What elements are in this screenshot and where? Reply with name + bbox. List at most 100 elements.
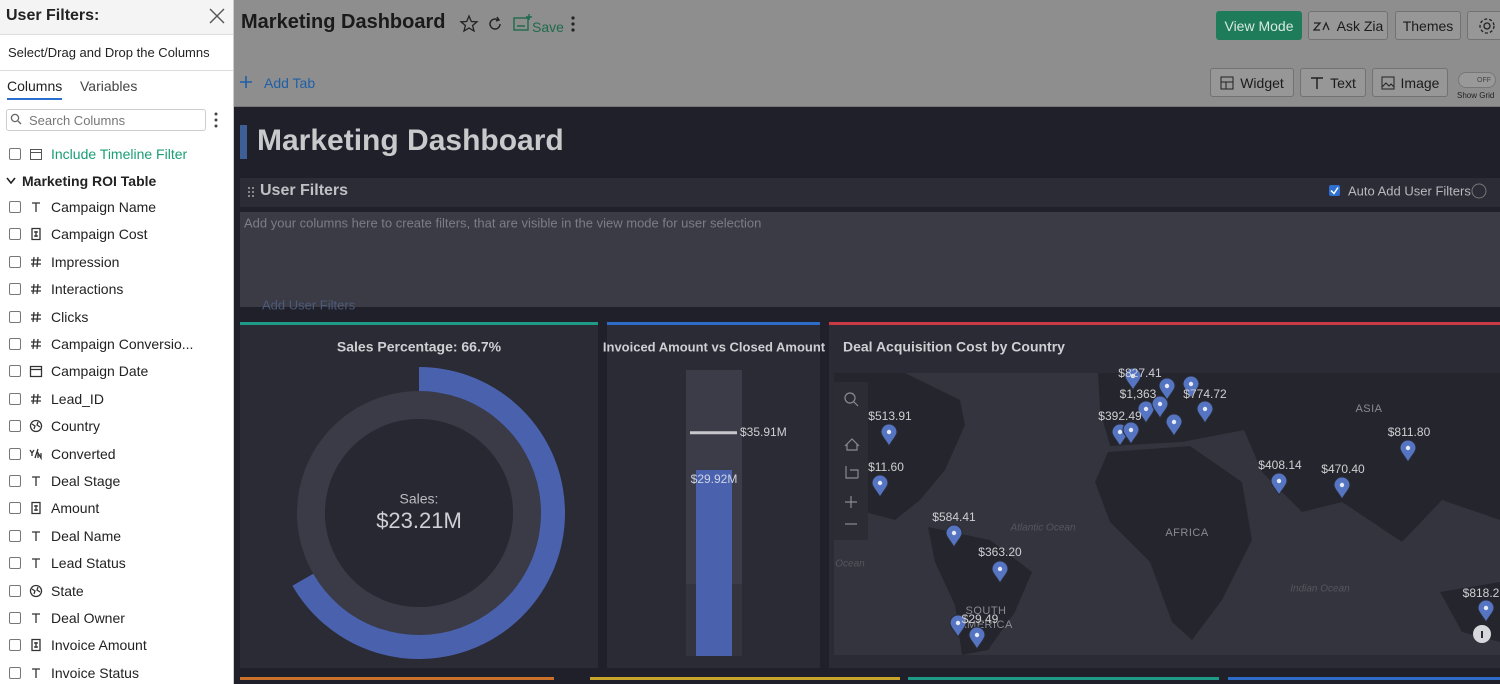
auto-add-checkbox[interactable] (1329, 185, 1340, 196)
column-row[interactable]: Invoice Amount (0, 634, 233, 656)
column-row[interactable]: Deal Owner (0, 607, 233, 629)
checkbox[interactable] (9, 612, 21, 624)
icon-shape (32, 613, 40, 623)
user-filters-bar (240, 178, 1500, 207)
map-control-icons[interactable] (844, 392, 860, 525)
column-row[interactable]: Campaign Date (0, 360, 233, 382)
toolbar: Marketing Dashboard Save View Mode Ask Z… (234, 0, 1500, 107)
donut-label: Sales: (400, 491, 439, 507)
more-menu[interactable] (213, 111, 219, 129)
add-tab[interactable]: Add Tab (264, 75, 316, 91)
save-icon[interactable] (513, 13, 533, 33)
checkbox[interactable] (9, 502, 21, 515)
column-row[interactable]: Campaign Conversio... (0, 333, 233, 355)
map-controls (834, 382, 868, 540)
checkbox[interactable] (9, 447, 21, 460)
themes-button[interactable]: Themes (1395, 11, 1461, 40)
more-menu[interactable] (570, 15, 576, 33)
geo-icon (29, 420, 43, 433)
column-row[interactable]: Campaign Cost (0, 223, 233, 245)
checkbox[interactable] (9, 475, 21, 487)
checkbox[interactable] (9, 201, 21, 213)
column-name: Lead_ID (51, 390, 104, 407)
tab-variables[interactable]: Variables (80, 78, 138, 94)
pin-dot (974, 632, 980, 638)
checkbox[interactable] (9, 283, 21, 296)
column-row[interactable]: Interactions (0, 278, 233, 300)
currency-icon (31, 639, 41, 652)
text-icon (32, 531, 40, 541)
checkbox[interactable] (9, 365, 21, 378)
text-icon (32, 558, 40, 569)
map-pin (1158, 377, 1176, 402)
column-row[interactable]: Impression (0, 251, 233, 273)
toggle-state: OFF (1477, 76, 1491, 84)
add-user-filters[interactable]: Add User Filters (262, 297, 356, 312)
column-row[interactable]: Deal Stage (0, 470, 233, 492)
checkbox[interactable] (9, 255, 21, 268)
column-row[interactable]: Campaign Name (0, 196, 233, 218)
icon-shape (29, 366, 43, 378)
checkbox[interactable] (9, 584, 21, 597)
settings-button[interactable] (1467, 11, 1500, 40)
checkbox[interactable] (9, 420, 21, 433)
checkbox[interactable] (9, 557, 21, 570)
map-region: Indian Ocean (1290, 584, 1350, 595)
add-tab-icon[interactable] (239, 75, 253, 89)
text-button[interactable]: Text (1300, 68, 1366, 97)
refresh-icon[interactable] (486, 15, 504, 33)
widget-button[interactable]: Widget (1210, 68, 1294, 97)
pin-dot (1188, 381, 1194, 387)
pin-dot (1130, 373, 1136, 379)
column-row[interactable]: Clicks (0, 306, 233, 328)
timeline-row[interactable]: Include Timeline Filter (0, 143, 233, 165)
map-pin (1270, 472, 1288, 497)
tab-columns[interactable]: Columns (7, 78, 63, 100)
currency-icon (31, 228, 41, 241)
map-region: Ocean (835, 559, 865, 570)
checkbox[interactable] (9, 529, 21, 542)
dashboard-name: Marketing Dashboard (241, 11, 446, 33)
close-button[interactable] (209, 8, 225, 24)
favorite-icon[interactable] (459, 14, 479, 34)
map-pin (1137, 400, 1155, 425)
column-row[interactable]: Amount (0, 497, 233, 519)
column-row[interactable]: Lead Status (0, 552, 233, 574)
checkbox[interactable] (9, 310, 21, 323)
checkbox[interactable] (9, 666, 21, 679)
show-grid-label: Show Grid (1457, 91, 1495, 100)
grid-toggle[interactable]: OFF (1458, 72, 1496, 88)
table-group[interactable]: Marketing ROI Table (0, 170, 233, 192)
image-label: Image (1400, 74, 1440, 91)
widget-title: Sales Percentage: 66.7% (337, 339, 502, 355)
column-row[interactable]: Country (0, 415, 233, 437)
checkbox[interactable] (9, 148, 21, 160)
column-name: Country (51, 418, 101, 435)
widget-title: Invoiced Amount vs Closed Amount (603, 339, 826, 354)
pin-label: $513.91 (868, 409, 912, 423)
column-row[interactable]: Lead_ID (0, 388, 233, 410)
checkbox[interactable] (9, 338, 21, 350)
column-row[interactable]: Deal Name (0, 525, 233, 547)
donut-hole (325, 419, 513, 607)
checkbox[interactable] (9, 639, 21, 652)
save-label[interactable]: Save (532, 19, 564, 35)
icon-shape (29, 420, 43, 433)
column-name: Campaign Cost (51, 226, 148, 243)
pin-dot (1157, 401, 1163, 407)
column-name: Impression (51, 253, 120, 270)
column-row[interactable]: Invoice Status (0, 662, 233, 684)
column-row[interactable]: State (0, 580, 233, 602)
map-pin (1182, 375, 1200, 400)
icon-shape (32, 202, 40, 212)
text-icon (32, 202, 40, 212)
checkbox[interactable] (9, 228, 21, 241)
view-mode-button[interactable]: View Mode (1216, 11, 1302, 40)
image-button[interactable]: Image (1372, 68, 1448, 97)
checkbox[interactable] (9, 392, 21, 405)
ask-zia-button[interactable]: Ask Zia (1308, 11, 1388, 40)
help-icon[interactable] (1471, 183, 1487, 199)
column-row[interactable]: Converted (0, 443, 233, 465)
search-box[interactable] (6, 109, 206, 131)
